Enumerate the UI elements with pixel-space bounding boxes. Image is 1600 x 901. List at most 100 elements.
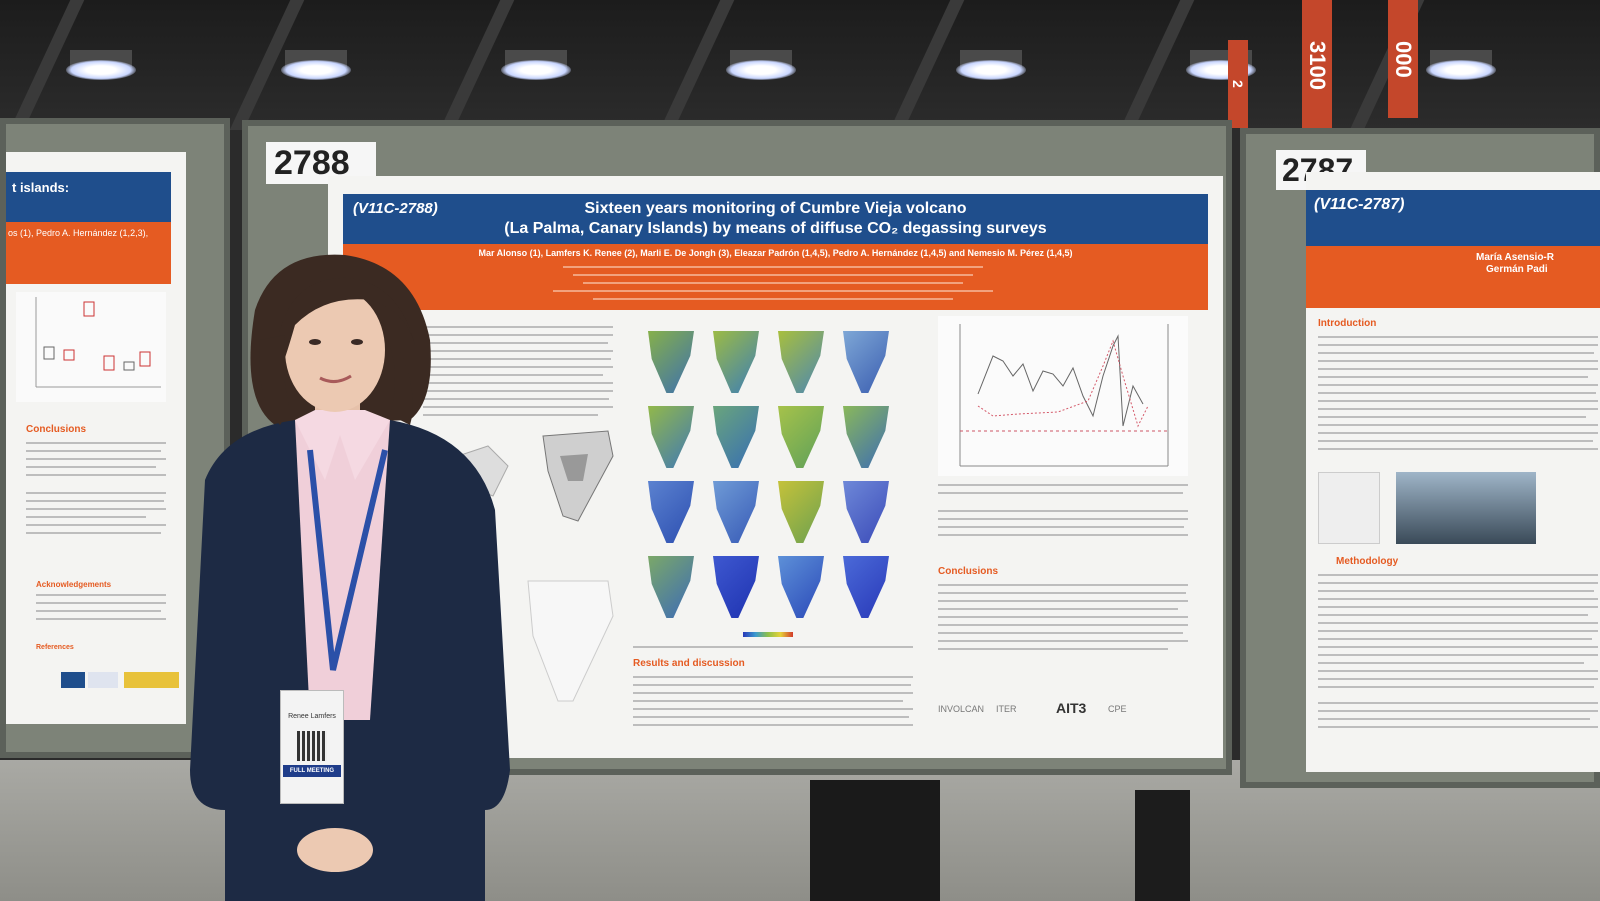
co2-emission-time-series-chart [938, 316, 1188, 476]
text-line [1318, 686, 1594, 688]
ait3-logo: AIT3 [1056, 700, 1087, 716]
text-line [26, 524, 166, 526]
co2-flux-map [778, 406, 824, 468]
left-references-heading: References [36, 644, 74, 651]
co2-flux-map [843, 331, 889, 393]
poster-title-line1: Sixteen years monitoring of Cumbre Vieja… [584, 200, 967, 217]
text-line [633, 708, 913, 710]
main-poster: (V11C-2788) Sixteen years monitoring of … [328, 176, 1223, 758]
conclusions-heading: Conclusions [938, 566, 999, 577]
main-poster-authors-band: Mar Alonso (1), Lamfers K. Renee (2), Ma… [343, 244, 1208, 310]
text-line [1318, 336, 1598, 338]
affiliation-line [573, 274, 973, 276]
main-poster-title-band: (V11C-2788) Sixteen years monitoring of … [343, 194, 1208, 244]
co2-flux-map [778, 331, 824, 393]
left-poster-boxplot [16, 292, 166, 402]
badge-qr-code [297, 731, 327, 761]
left-acknowledgements-heading: Acknowledgements [36, 580, 112, 589]
spain-gov-logo [124, 672, 179, 688]
text-line [938, 526, 1184, 528]
co2-flux-map [713, 406, 759, 468]
text-line [938, 510, 1188, 512]
hanging-sign: 3100 [1302, 0, 1332, 130]
right-poster-authors: María Asensio-R [1476, 252, 1554, 263]
text-line [633, 716, 909, 718]
text-line [1318, 376, 1588, 378]
co2-flux-map [648, 331, 694, 393]
left-poster-title: t islands: [6, 172, 171, 222]
cpe-logo: CPE [1108, 704, 1127, 714]
text-line [1318, 598, 1598, 600]
text-line [423, 366, 613, 368]
co2-flux-map [713, 331, 759, 393]
text-line [423, 326, 613, 328]
caption-line [938, 484, 1188, 486]
right-poster: (V11C-2787) María Asensio-R Germán Padi … [1306, 172, 1600, 772]
text-line [423, 414, 598, 416]
text-line [26, 458, 166, 460]
involcan-logo: INVOLCAN [938, 704, 985, 714]
co2-flux-map [778, 556, 824, 618]
text-line [938, 648, 1168, 650]
la-palma-outline-map [527, 580, 614, 702]
text-line [26, 466, 156, 468]
text-line [36, 610, 161, 612]
poster-authors: Mar Alonso (1), Lamfers K. Renee (2), Ma… [478, 248, 1073, 258]
text-line [938, 584, 1188, 586]
co2-flux-map [843, 406, 889, 468]
text-line [938, 592, 1186, 594]
text-line [938, 616, 1188, 618]
right-poster-authors-band: María Asensio-R Germán Padi [1306, 246, 1600, 308]
text-line [1318, 710, 1598, 712]
caption-line [633, 646, 913, 648]
caption-line [938, 492, 1183, 494]
affiliation-line [553, 290, 993, 292]
left-poster: t islands: os (1), Pedro A. Hernández (1… [6, 152, 186, 724]
volcano-photo-figure [1396, 472, 1536, 544]
text-line [26, 532, 161, 534]
left-conclusions-heading: Conclusions [26, 424, 87, 435]
text-line [938, 608, 1178, 610]
light-glow [281, 60, 351, 80]
text-line [423, 398, 609, 400]
text-line [1318, 678, 1598, 680]
affiliation-line [583, 282, 963, 284]
text-line [26, 474, 166, 476]
text-line [1318, 718, 1590, 720]
ceiling-beam [889, 0, 965, 130]
text-line [1318, 702, 1598, 704]
co2-flux-map [713, 481, 759, 543]
badge-name: Renee Lamfers [288, 713, 336, 720]
text-line [1318, 448, 1598, 450]
text-line [938, 640, 1188, 642]
color-scale-legend [743, 632, 793, 637]
right-poster-board: 2787 (V11C-2787) María Asensio-R Germán … [1240, 128, 1600, 788]
results-heading: Results and discussion [633, 658, 745, 669]
text-line [26, 500, 164, 502]
text-line [423, 406, 613, 408]
text-line [1318, 368, 1598, 370]
text-line [423, 342, 608, 344]
introduction-heading: Introduction [1318, 318, 1377, 329]
poster-title-line2: (La Palma, Canary Islands) by means of d… [504, 220, 1047, 237]
co2-flux-map [648, 481, 694, 543]
text-line [423, 350, 613, 352]
text-line [26, 492, 166, 494]
right-poster-title-band: (V11C-2787) [1306, 190, 1600, 246]
ceiling: 2 3100 000 [0, 0, 1600, 130]
poster-number-tag: 2788 [266, 142, 376, 184]
text-line [633, 700, 903, 702]
text-line [1318, 630, 1598, 632]
text-line [423, 374, 603, 376]
badge-label: FULL MEETING [283, 765, 341, 777]
text-line [1318, 344, 1598, 346]
text-line [1318, 646, 1598, 648]
light-glow [956, 60, 1026, 80]
text-line [1318, 670, 1598, 672]
session-code: (V11C-2787) [1314, 196, 1405, 213]
text-line [26, 508, 166, 510]
text-line [1318, 662, 1584, 664]
light-glow [726, 60, 796, 80]
name-badge: Renee Lamfers FULL MEETING [280, 690, 344, 804]
text-line [633, 684, 911, 686]
